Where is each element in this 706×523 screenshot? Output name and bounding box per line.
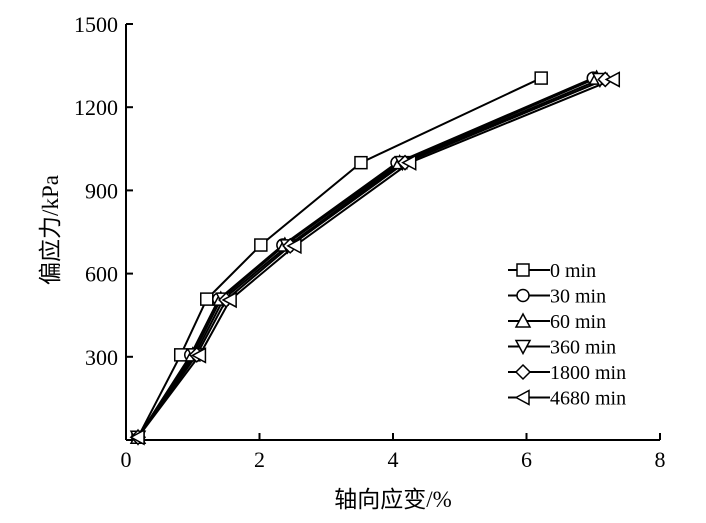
series-markers-30-min [131, 71, 600, 444]
triangle-left-marker [129, 428, 145, 446]
legend-label: 30 min [550, 286, 606, 308]
legend-item: 1800 min [508, 362, 626, 384]
y-tick-label: 900 [85, 178, 118, 203]
x-tick-label: 0 [121, 447, 132, 472]
diamond-marker [514, 363, 532, 381]
series-line [137, 78, 606, 438]
legend-label: 60 min [550, 311, 606, 333]
legend-label: 360 min [550, 337, 616, 359]
series-360-min [137, 78, 601, 438]
triangle-down-marker [514, 339, 532, 356]
legend: 0 min 30 min 60 min 360 min 1800 min 4680 min [508, 260, 626, 410]
series-markers-4680-min [129, 71, 621, 446]
legend-label: 4680 min [550, 388, 626, 410]
series-line [137, 78, 601, 438]
legend-label: 1800 min [550, 362, 626, 384]
legend-item: 30 min [508, 286, 606, 308]
triangle-left-marker [190, 347, 207, 364]
square-marker [516, 263, 530, 277]
series-line [137, 78, 614, 438]
square-marker [354, 155, 368, 170]
legend-item: 60 min [508, 311, 606, 333]
series-group [129, 69, 621, 446]
circle-marker [516, 288, 530, 303]
legend-label: 0 min [550, 260, 596, 282]
series-line [137, 77, 597, 438]
series-markers-60-min [129, 69, 605, 444]
series-markers-1800-min [129, 71, 614, 446]
x-tick-label: 6 [521, 447, 532, 472]
series-line [137, 77, 542, 438]
y-axis-label: 偏应力/kPa [38, 175, 63, 285]
legend-item: 360 min [508, 337, 616, 359]
series-line [137, 77, 594, 438]
triangle-left-marker [514, 389, 530, 406]
y-tick-label: 1500 [74, 12, 118, 37]
series-1800-min [137, 78, 606, 438]
series-4680-min [137, 78, 614, 438]
series-30-min [137, 77, 594, 438]
x-tick-label: 4 [388, 447, 399, 472]
triangle-left-marker [221, 291, 237, 309]
triangle-left-marker [286, 237, 302, 255]
y-tick-label: 600 [85, 262, 118, 287]
series-60-min [137, 77, 597, 438]
series-markers-360-min [129, 72, 609, 446]
triangle-up-marker [514, 312, 532, 328]
triangle-left-marker [401, 154, 417, 171]
square-marker [254, 238, 268, 252]
legend-item: 0 min [508, 260, 596, 282]
axes: 0 2 4 6 8 300 600 900 1200 1500 [74, 12, 666, 472]
square-marker [534, 71, 548, 85]
y-tick-label: 1200 [74, 95, 118, 120]
x-axis-label: 轴向应变/% [334, 487, 452, 512]
y-tick-label: 300 [85, 345, 118, 370]
x-tick-label: 8 [655, 447, 666, 472]
series-0-min [137, 77, 542, 438]
x-tick-label: 2 [254, 447, 265, 472]
triangle-left-marker [604, 71, 621, 88]
legend-item: 4680 min [508, 388, 626, 410]
square-marker [200, 292, 214, 306]
